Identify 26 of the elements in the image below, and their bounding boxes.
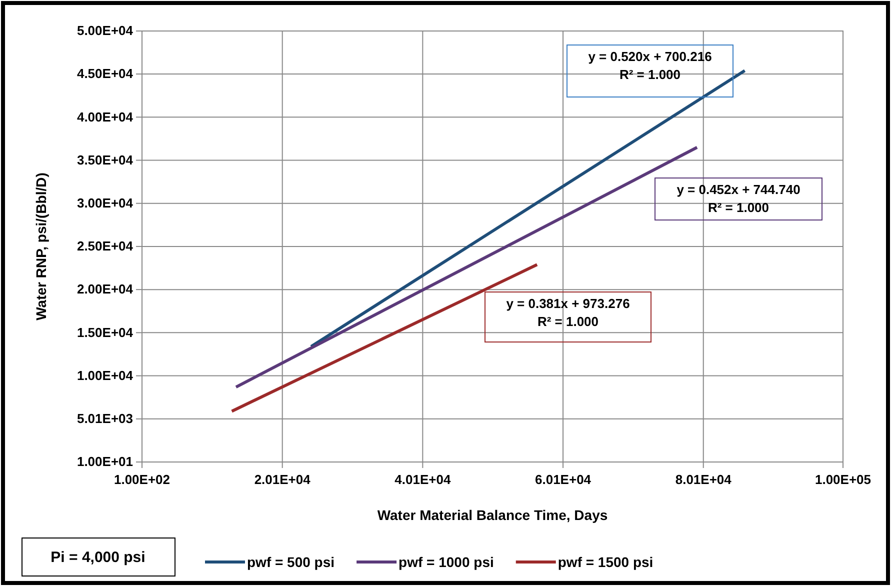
x-tick-label: 6.01E+04 (535, 472, 592, 487)
x-axis-title: Water Material Balance Time, Days (377, 507, 608, 523)
y-tick-label: 2.00E+04 (76, 282, 134, 297)
x-tick-label: 1.00E+02 (114, 472, 170, 487)
x-tick-label: 8.01E+04 (675, 472, 732, 487)
legend-label: pwf = 1500 psi (558, 554, 654, 570)
y-tick-label: 4.00E+04 (76, 109, 134, 124)
y-tick-label: 1.00E+01 (76, 454, 133, 470)
annotation: y = 0.381x + 973.276 R² = 1.000 (506, 296, 630, 329)
annotation: y = 0.452x + 744.740 R² = 1.000 (676, 182, 800, 215)
y-tick-label: 5.00E+04 (76, 23, 134, 38)
legend-label: pwf = 500 psi (247, 554, 335, 570)
y-axis-title: Water RNP, psi/(Bbl/D) (33, 172, 49, 320)
legend-label: pwf = 1000 psi (398, 554, 494, 570)
annotation: y = 0.520x + 700.216 R² = 1.000 (588, 49, 712, 82)
y-tick-label: 5.01E+03 (76, 411, 133, 426)
text: Pi = 4,000 psi (50, 549, 146, 566)
y-tick-label: 1.00E+04 (76, 368, 134, 383)
y-tick-label: 4.50E+04 (76, 66, 134, 82)
y-tick-label: 3.00E+04 (76, 196, 134, 211)
y-tick-label: 3.50E+04 (76, 152, 134, 168)
y-tick-label: 1.50E+04 (76, 324, 134, 340)
x-tick-label: 4.01E+04 (394, 472, 452, 487)
y-tick-label: 2.50E+04 (76, 238, 134, 254)
x-tick-label: 2.01E+04 (254, 472, 312, 487)
x-tick-label: 1.00E+05 (814, 472, 872, 487)
